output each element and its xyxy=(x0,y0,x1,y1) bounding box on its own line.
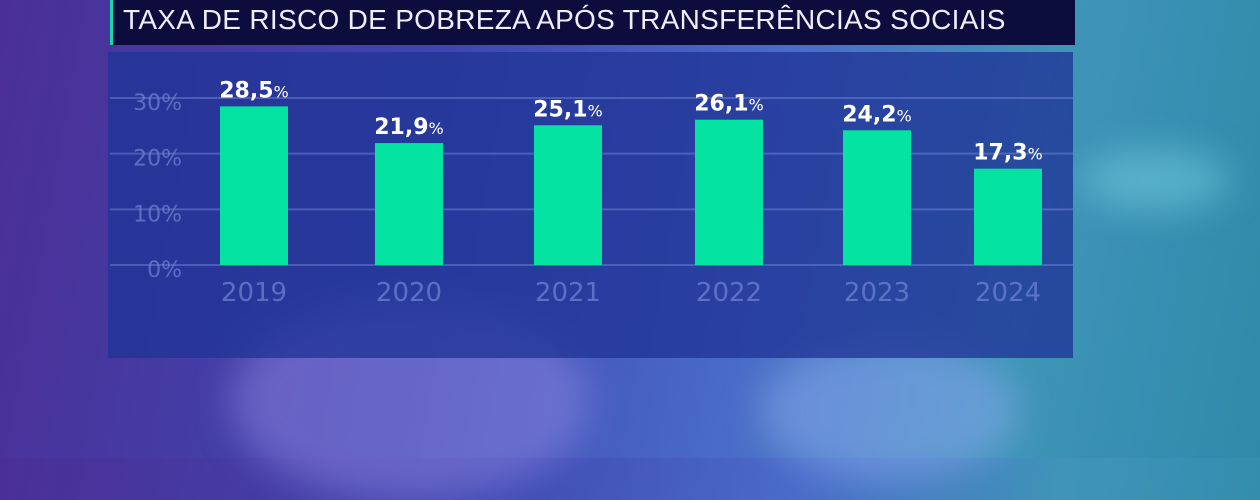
x-tick-label: 2022 xyxy=(696,278,762,308)
data-label: 25,1% xyxy=(533,97,602,122)
data-label-suffix: % xyxy=(588,101,603,120)
bar-2024 xyxy=(974,168,1042,265)
data-label: 21,9% xyxy=(374,115,443,140)
background-blur xyxy=(760,340,1020,480)
y-tick-label: 0% xyxy=(147,258,182,283)
data-label-value: 26,1 xyxy=(694,92,748,117)
background-blur xyxy=(1080,150,1230,210)
data-label-suffix: % xyxy=(274,82,289,101)
bar-2022 xyxy=(695,119,763,266)
data-label: 24,2% xyxy=(842,102,911,127)
x-tick-label: 2021 xyxy=(535,278,601,308)
data-label: 28,5% xyxy=(219,78,288,103)
y-tick-label: 30% xyxy=(133,91,182,116)
data-label-value: 24,2 xyxy=(842,102,896,127)
data-label-suffix: % xyxy=(897,106,912,125)
y-tick-label: 10% xyxy=(133,202,182,227)
bar-2019 xyxy=(220,106,288,265)
bar-chart: 0% 10% 20% 30% 28,5% 2019 21,9% 2020 25,1% 2021 26… xyxy=(110,78,1073,308)
bar-2020 xyxy=(375,143,443,265)
data-label-suffix: % xyxy=(1028,145,1043,164)
data-label-suffix: % xyxy=(429,119,444,138)
x-tick-label: 2023 xyxy=(844,278,910,308)
data-label-value: 21,9 xyxy=(374,115,428,140)
y-tick-label: 20% xyxy=(133,147,182,172)
bar-2023 xyxy=(843,130,911,265)
chart-title: TAXA DE RISCO DE POBREZA APÓS TRANSFERÊN… xyxy=(123,4,1006,35)
data-label: 17,3% xyxy=(973,141,1042,166)
x-tick-label: 2024 xyxy=(975,278,1041,308)
bar-2021 xyxy=(534,125,602,265)
x-tick-label: 2020 xyxy=(376,278,442,308)
data-label-value: 25,1 xyxy=(533,97,587,122)
data-label-value: 28,5 xyxy=(219,78,273,103)
data-label-value: 17,3 xyxy=(973,141,1027,166)
data-label-suffix: % xyxy=(749,96,764,115)
title-banner: TAXA DE RISCO DE POBREZA APÓS TRANSFERÊN… xyxy=(110,0,1075,45)
data-label: 26,1% xyxy=(694,92,763,117)
x-tick-label: 2019 xyxy=(221,278,287,308)
